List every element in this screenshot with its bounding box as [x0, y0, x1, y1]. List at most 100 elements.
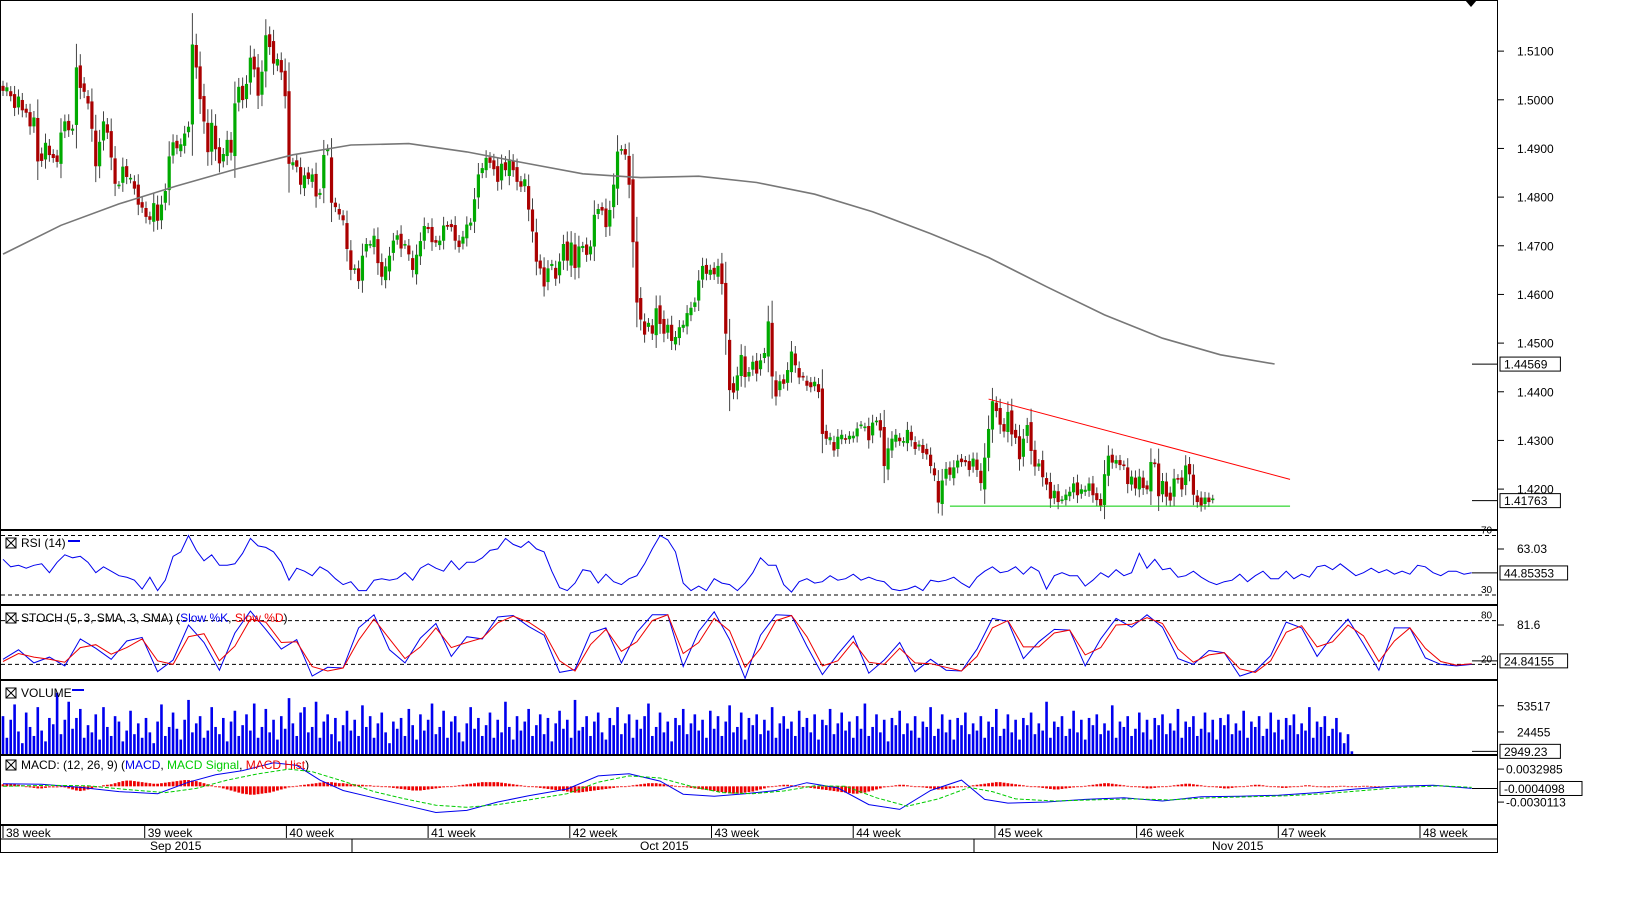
macd-hist-bar [732, 786, 735, 794]
volume-bar [187, 699, 190, 754]
bear-candle [314, 173, 318, 197]
volume-bar [967, 734, 971, 754]
volume-bar [643, 716, 646, 754]
volume-bar [1331, 728, 1334, 754]
volume-bar [303, 707, 306, 754]
macd-hist-bar [755, 786, 759, 791]
price-tick-label: 1.4600 [1517, 288, 1554, 302]
bear-candle [407, 245, 411, 255]
volume-bar [840, 712, 844, 754]
bear-candle [1153, 462, 1157, 465]
volume-bar [1060, 716, 1064, 754]
volume-bar [1308, 707, 1311, 754]
scroll-marker-icon[interactable] [1465, 0, 1477, 7]
macd-hist-bar [909, 785, 913, 787]
macd-hist-bar [1180, 784, 1184, 787]
volume-bar [446, 737, 449, 754]
bull-candle [1052, 490, 1056, 499]
macd-hist-bar [573, 786, 577, 793]
stoch-level-label: 20 [1481, 654, 1493, 665]
volume-bar [948, 719, 952, 754]
volume-axis-label: 53517 [1517, 699, 1551, 713]
macd-hist-bar [1304, 785, 1307, 787]
macd-hist-bar [527, 786, 531, 788]
time-axis: 38 week 39 week 40 week 41 week 42 week 43 we… [1, 826, 1498, 853]
bear-candle [1180, 477, 1184, 490]
macd-hist-bar [1110, 783, 1114, 787]
rsi-panel-frame [0, 530, 1498, 605]
bear-candle [642, 321, 647, 335]
macd-hist-bar [237, 786, 241, 793]
volume-bar [164, 735, 167, 754]
macd-hist-bar [1060, 786, 1064, 789]
bear-candle [1122, 464, 1126, 467]
volume-bar [998, 735, 1002, 754]
volume-bar [604, 739, 608, 754]
bull-candle [1083, 489, 1087, 492]
macd-hist-bar [1253, 784, 1257, 787]
volume-bar [488, 712, 492, 754]
bull-candle [59, 132, 63, 164]
stoch-level-label: 80 [1481, 611, 1493, 622]
volume-bar [279, 716, 283, 754]
bull-candle [360, 255, 365, 281]
bear-candle [1014, 429, 1018, 438]
volume-bar [430, 703, 434, 754]
volume-bar [55, 692, 59, 754]
macd-hist-bar [28, 786, 32, 788]
bull-candle [16, 96, 21, 108]
bear-candle [36, 117, 40, 162]
macd-hist-bar [310, 783, 314, 787]
macd-hist-bar [589, 786, 592, 792]
volume-bar [1145, 719, 1149, 754]
macd-hist-bar [925, 786, 929, 788]
volume-bar [538, 714, 542, 754]
volume-bar [361, 705, 364, 754]
macd-hist-bar [179, 780, 183, 787]
volume-bar [1033, 734, 1037, 754]
volume-bar [697, 730, 700, 754]
macd-hist-bar [1323, 786, 1327, 788]
macd-hist-bar [148, 783, 152, 787]
volume-bar [515, 716, 519, 754]
macd-hist-bar [770, 786, 774, 788]
macd-hist-bar [152, 783, 156, 787]
bear-candle [333, 202, 337, 208]
macd-hist-bar [890, 785, 894, 787]
volume-bar [473, 728, 476, 754]
legend-part: ) [305, 758, 309, 772]
macd-hist-bar [662, 784, 666, 787]
volume-bar [542, 734, 546, 754]
macd-hist-bar [496, 782, 500, 787]
macd-hist-bar [24, 786, 28, 788]
volume-bar [90, 732, 94, 754]
volume-bar [198, 716, 202, 754]
macd-hist-bar [272, 786, 275, 792]
volume-last-value-label: 2949.23 [1504, 745, 1548, 759]
macd-hist-bar [1369, 786, 1373, 788]
volume-bar [813, 714, 816, 754]
macd-hist-bar [1188, 783, 1191, 787]
bear-candle [449, 224, 453, 228]
volume-bar [376, 723, 380, 754]
volume-bar [794, 735, 797, 754]
bear-candle [24, 108, 28, 113]
macd-hist-bar [596, 786, 600, 790]
bear-candle [1099, 499, 1103, 506]
volume-bar [9, 719, 13, 754]
bear-candle [94, 130, 98, 167]
volume-bar [1192, 716, 1195, 754]
bear-candle [565, 241, 569, 261]
bear-candle [797, 368, 801, 378]
bear-candle [28, 112, 32, 127]
volume-bar [1292, 714, 1296, 754]
macd-hist-bar [542, 786, 546, 789]
volume-bar [225, 741, 229, 754]
volume-bar [48, 717, 51, 754]
volume-bar [1176, 708, 1180, 754]
bear-candle [913, 442, 917, 450]
bull-candle [1068, 491, 1072, 497]
macd-hist-bar [283, 786, 287, 789]
macd-hist-bar [1362, 785, 1365, 787]
bear-candle [1095, 493, 1099, 501]
